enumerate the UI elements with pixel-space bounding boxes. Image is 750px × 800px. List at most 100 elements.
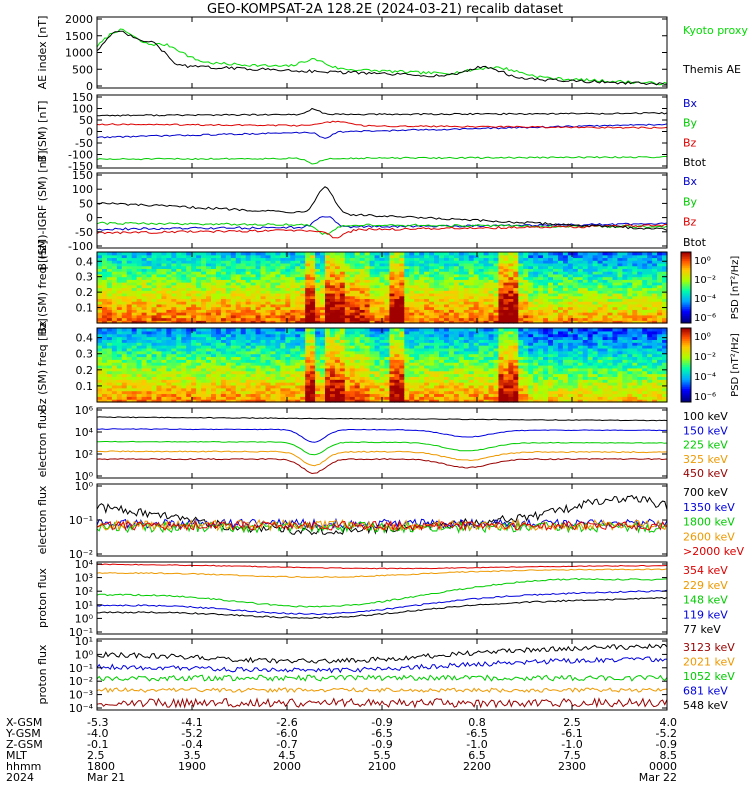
spectrogram-cell — [230, 382, 237, 386]
spectrogram-cell — [419, 330, 425, 335]
spectrogram-cell — [97, 287, 103, 291]
spectrogram-cell — [156, 252, 163, 256]
spectrogram-cell — [657, 306, 663, 310]
spectrogram-cell — [369, 252, 376, 256]
spectrogram-cell — [344, 370, 351, 375]
spectrogram-cell — [121, 393, 128, 397]
spectrogram-cell — [399, 330, 405, 335]
spectrogram-cell — [577, 309, 584, 313]
spectrogram-cell — [116, 292, 123, 297]
spectrogram-cell — [255, 342, 262, 346]
spectrogram-cell — [131, 282, 138, 286]
spectrogram-cell — [523, 276, 529, 280]
spectrogram-cell — [250, 317, 257, 321]
y-axis-label: B (SM) [nT] — [36, 101, 49, 163]
spectrogram-cell — [220, 342, 227, 346]
spectrogram-cell — [553, 252, 559, 256]
spectrogram-cell — [483, 282, 490, 286]
spectrogram-cell — [206, 328, 212, 332]
spectrogram-cell — [344, 252, 351, 256]
spectrogram-cell — [230, 306, 237, 310]
spectrogram-cell — [523, 303, 529, 308]
spectrogram-cell — [270, 367, 277, 372]
spectrogram-cell — [101, 276, 108, 280]
spectrogram-cell — [240, 292, 247, 297]
spectrogram-cell — [592, 262, 599, 267]
spectrogram-cell — [533, 309, 539, 313]
spectrogram-cell — [295, 317, 301, 321]
spectrogram-cell — [186, 390, 192, 395]
spectrogram-cell — [508, 320, 514, 324]
colorbar-segment — [681, 319, 691, 322]
spectrogram-cell — [622, 301, 628, 305]
spectrogram-cell — [429, 257, 435, 261]
spectrogram-cell — [181, 376, 187, 380]
spectrogram-cell — [320, 330, 326, 335]
spectrogram-cell — [434, 345, 440, 349]
spectrogram-cell — [245, 379, 252, 383]
spectrogram-cell — [211, 390, 217, 395]
spectrogram-cell — [121, 262, 128, 267]
spectrogram-cell — [240, 279, 247, 283]
spectrogram-cell — [171, 314, 177, 319]
spectrogram-cell — [657, 290, 663, 294]
spectrogram-cell — [255, 301, 262, 305]
spectrogram-cell — [468, 282, 475, 286]
spectrogram-cell — [146, 314, 153, 319]
spectrogram-cell — [488, 312, 495, 316]
spectrogram-cell — [171, 367, 177, 372]
spectrogram-cell — [553, 268, 559, 272]
spectrogram-cell — [151, 345, 158, 349]
spectrogram-cell — [166, 345, 172, 349]
spectrogram-cell — [295, 362, 301, 366]
spectrogram-cell — [424, 328, 430, 332]
spectrogram-cell — [97, 350, 103, 355]
spectrogram-cell — [136, 292, 143, 297]
spectrogram-cell — [409, 303, 415, 308]
spectrogram-cell — [587, 254, 594, 259]
spectrogram-cell — [657, 282, 663, 286]
spectrogram-cell — [637, 306, 643, 310]
spectrogram-cell — [557, 303, 564, 308]
spectrogram-cell — [439, 290, 445, 294]
spectrogram-cell — [334, 382, 341, 386]
spectrogram-cell — [429, 376, 435, 380]
spectrogram-cell — [220, 287, 227, 291]
spectrogram-cell — [344, 268, 351, 272]
spectrogram-cell — [156, 257, 163, 261]
spectrogram-cell — [196, 314, 202, 319]
spectrogram-cell — [582, 292, 589, 297]
spectrogram-cell — [245, 257, 252, 261]
y-axis-label: Bx (SM) freq [Hz] — [36, 240, 49, 334]
spectrogram-cell — [577, 279, 584, 283]
spectrogram-cell — [285, 362, 291, 366]
spectrogram-cell — [215, 393, 222, 397]
spectrogram-cell — [414, 268, 420, 272]
spectrogram-cell — [379, 347, 386, 352]
spectrogram-cell — [384, 365, 391, 369]
spectrogram-cell — [637, 262, 643, 267]
spectrogram-cell — [220, 353, 227, 358]
spectrogram-cell — [121, 379, 128, 383]
spectrogram-cell — [255, 376, 262, 380]
spectrogram-cell — [543, 268, 549, 272]
spectrogram-cell — [225, 353, 232, 358]
spectrogram-cell — [543, 273, 549, 278]
spectrogram-cell — [389, 309, 395, 313]
spectrogram-cell — [557, 309, 564, 313]
spectrogram-cell — [186, 265, 192, 269]
spectrogram-cell — [235, 273, 242, 278]
spectrogram-cell — [453, 317, 460, 321]
spectrogram-cell — [434, 399, 440, 403]
spectrogram-cell — [300, 306, 306, 310]
spectrogram-cell — [97, 268, 103, 272]
spectrogram-cell — [290, 330, 296, 335]
spectrogram-cell — [315, 298, 321, 302]
spectrogram-cell — [379, 393, 386, 397]
spectrogram-cell — [404, 262, 410, 267]
spectrogram-cell — [414, 301, 420, 305]
spectrogram-cell — [364, 356, 371, 360]
spectrogram-cell — [419, 333, 425, 338]
spectrogram-cell — [265, 379, 272, 383]
spectrogram-cell — [245, 390, 252, 395]
